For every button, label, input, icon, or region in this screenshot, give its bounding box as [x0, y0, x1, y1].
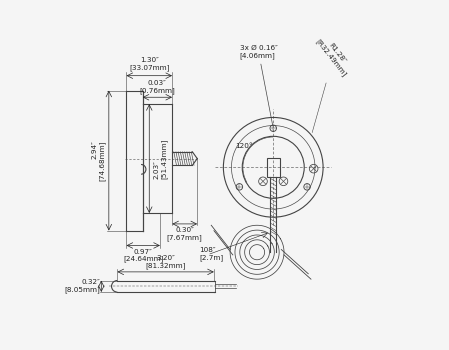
Text: 108″
[2.7m]: 108″ [2.7m]	[199, 247, 223, 261]
Text: 0.30″
[7.67mm]: 0.30″ [7.67mm]	[167, 227, 202, 241]
Text: 3.20″
[81.32mm]: 3.20″ [81.32mm]	[145, 256, 186, 269]
Text: 2.03″
[51.43mm]: 2.03″ [51.43mm]	[154, 138, 167, 179]
Text: 0.97″
[24.64mm]: 0.97″ [24.64mm]	[123, 249, 163, 262]
Text: 2.94″
[74.68mm]: 2.94″ [74.68mm]	[92, 140, 106, 181]
Text: 3x Ø 0.16″
[4.06mm]: 3x Ø 0.16″ [4.06mm]	[240, 45, 277, 126]
Bar	[267, 158, 280, 177]
Text: 0.32″
[8.05mm]: 0.32″ [8.05mm]	[64, 279, 100, 293]
Text: 1.30″
[33.07mm]: 1.30″ [33.07mm]	[129, 57, 169, 71]
Text: 0.03″
[0.76mm]: 0.03″ [0.76mm]	[140, 80, 175, 94]
Text: 120°: 120°	[235, 144, 253, 149]
Text: R1.28″
[R32.49mm]: R1.28″ [R32.49mm]	[312, 33, 353, 133]
